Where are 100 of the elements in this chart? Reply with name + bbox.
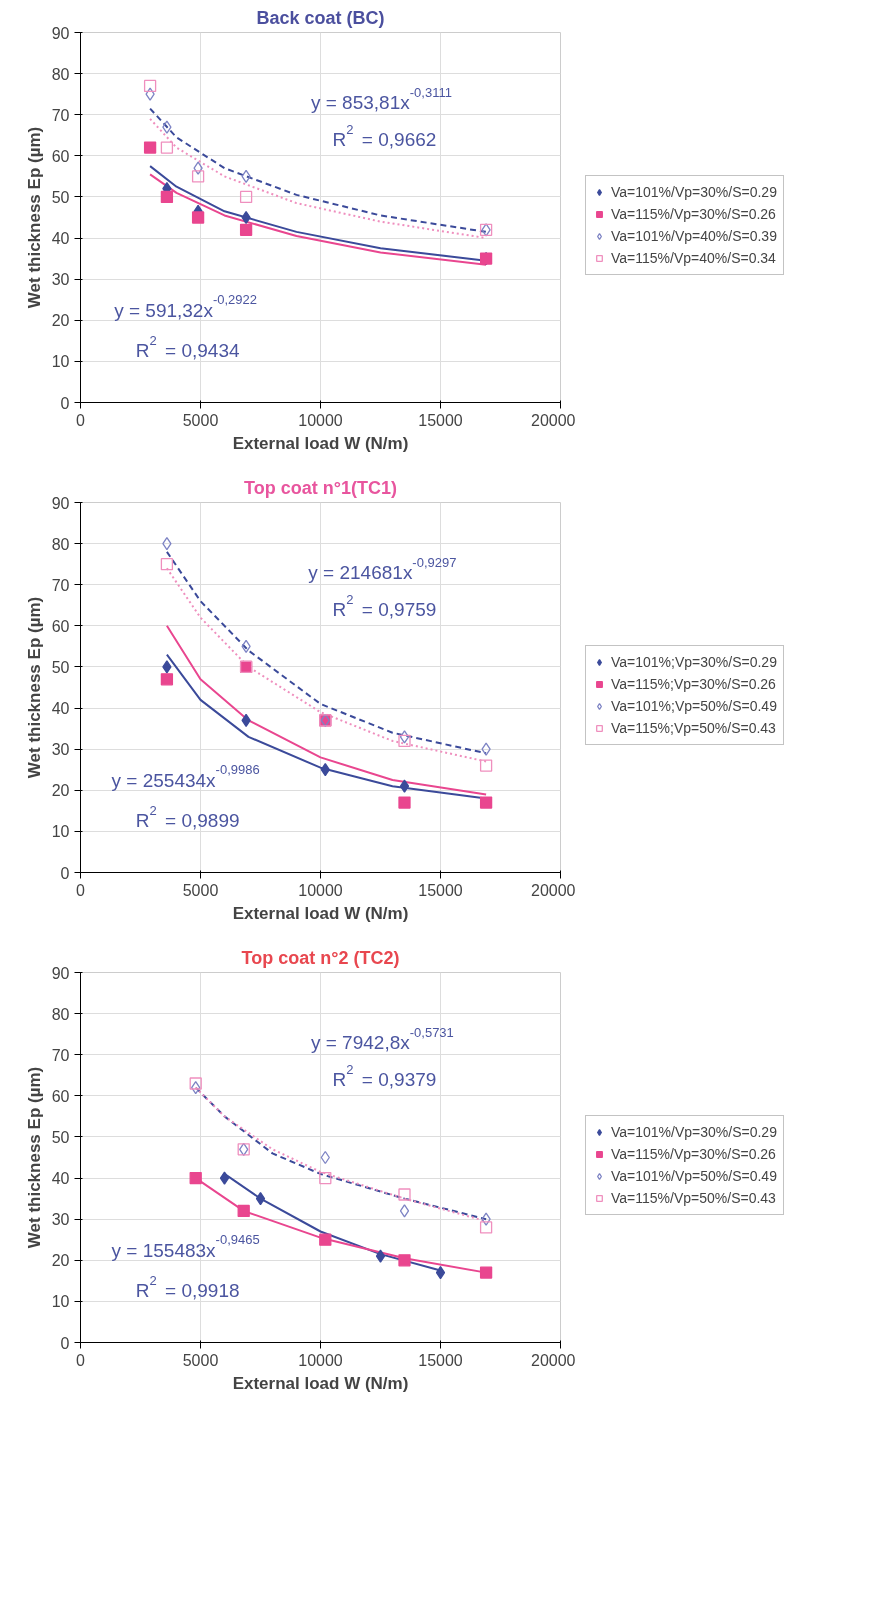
x-tick-label: 15000 (418, 881, 463, 899)
point (479, 1266, 493, 1279)
legend-label: Va=115%/Vp=50%/S=0.43 (611, 1189, 776, 1206)
point (399, 1204, 410, 1218)
legend-label: Va=101%;Vp=30%/S=0.29 (611, 653, 777, 670)
point (239, 223, 253, 236)
point (189, 1077, 202, 1090)
y-tick-label: 40 (51, 1170, 70, 1188)
point (237, 1204, 250, 1218)
legend-label: Va=115%;Vp=50%/S=0.43 (611, 719, 776, 736)
x-tick-label: 10000 (298, 1351, 343, 1369)
chart-title: Top coat n°2 (TC2) (241, 947, 400, 968)
y-tick-label: 90 (51, 964, 70, 982)
x-tick-label: 5000 (182, 411, 219, 429)
y-tick-label: 0 (60, 1334, 70, 1352)
y-tick-label: 70 (51, 576, 70, 594)
point (160, 673, 174, 686)
y-tick-label: 60 (51, 1087, 70, 1105)
x-tick-label: 5000 (182, 881, 219, 899)
point (398, 796, 411, 809)
x-axis-title: External load W (N/m) (232, 903, 409, 923)
point (160, 141, 174, 154)
point (145, 87, 155, 101)
point (160, 190, 174, 204)
x-tick-label: 0 (76, 411, 86, 429)
x-tick-label: 15000 (418, 411, 463, 429)
legend-label: Va=115%/Vp=30%/S=0.26 (611, 205, 776, 222)
legend-label: Va=115%/Vp=30%/S=0.26 (611, 1145, 776, 1162)
y-axis-title: Wet thickness Ep (µm) (24, 596, 44, 779)
point (399, 779, 410, 793)
point (219, 1171, 230, 1185)
point (319, 1171, 332, 1185)
y-tick-label: 40 (51, 230, 70, 248)
point (479, 1221, 493, 1234)
y-tick-label: 80 (51, 65, 70, 83)
y-axis-title: Wet thickness Ep (µm) (24, 126, 44, 309)
y-tick-label: 90 (51, 24, 70, 42)
point (193, 161, 203, 175)
point (435, 1265, 446, 1280)
legend-label: Va=101%/Vp=40%/S=0.39 (611, 227, 777, 244)
point (320, 763, 330, 777)
y-tick-label: 10 (51, 823, 70, 841)
y-tick-label: 50 (51, 188, 70, 206)
y-tick-label: 30 (51, 271, 70, 289)
point (189, 1171, 202, 1185)
legend-label: Va=115%/Vp=40%/S=0.34 (611, 249, 776, 266)
legend-label: Va=101%/Vp=30%/S=0.29 (611, 183, 777, 200)
point (191, 170, 205, 183)
x-tick-label: 0 (76, 881, 86, 899)
x-tick-label: 10000 (298, 881, 343, 899)
y-tick-label: 50 (51, 1128, 70, 1146)
x-tick-label: 10000 (298, 411, 343, 429)
y-tick-label: 80 (51, 1005, 70, 1023)
point (255, 1191, 266, 1206)
y-tick-label: 40 (51, 700, 70, 718)
x-axis-title: External load W (N/m) (232, 433, 409, 453)
x-tick-label: 0 (76, 1351, 86, 1369)
y-axis-title: Wet thickness Ep (µm) (24, 1066, 44, 1249)
point (398, 1188, 411, 1201)
y-tick-label: 60 (51, 617, 70, 635)
point (162, 120, 172, 134)
y-tick-label: 30 (51, 1211, 70, 1229)
point (481, 1212, 491, 1226)
point (239, 190, 253, 204)
legend-label: Va=101%/Vp=30%/S=0.29 (611, 1123, 777, 1140)
point (191, 211, 205, 224)
x-tick-label: 20000 (531, 881, 576, 899)
y-tick-label: 10 (51, 1293, 70, 1311)
y-tick-label: 0 (60, 864, 70, 882)
legend-label: Va=101%;Vp=50%/S=0.49 (611, 697, 777, 714)
x-tick-label: 5000 (182, 1351, 219, 1369)
y-tick-label: 30 (51, 741, 70, 759)
point (162, 660, 172, 674)
point (479, 796, 493, 809)
x-axis-title: External load W (N/m) (232, 1373, 409, 1393)
point (398, 734, 411, 748)
y-tick-label: 10 (51, 353, 70, 371)
x-tick-label: 20000 (531, 411, 576, 429)
point (398, 1254, 411, 1267)
point (481, 742, 491, 756)
y-tick-label: 20 (51, 782, 70, 800)
legend-label: Va=115%;Vp=30%/S=0.26 (611, 675, 776, 692)
point (143, 79, 157, 93)
x-tick-label: 20000 (531, 1351, 576, 1369)
legend-label: Va=101%/Vp=50%/S=0.49 (611, 1167, 777, 1184)
point (399, 730, 410, 744)
chart-title: Top coat n°1(TC1) (244, 477, 397, 498)
y-tick-label: 0 (60, 394, 70, 412)
y-tick-label: 20 (51, 1252, 70, 1270)
point (160, 558, 174, 571)
y-tick-label: 50 (51, 658, 70, 676)
x-tick-label: 15000 (418, 1351, 463, 1369)
y-tick-label: 20 (51, 312, 70, 330)
point (143, 141, 157, 154)
point (319, 1233, 332, 1246)
chart-title: Back coat (BC) (256, 7, 385, 28)
y-tick-label: 90 (51, 494, 70, 512)
y-tick-label: 70 (51, 1046, 70, 1064)
y-tick-label: 70 (51, 106, 70, 124)
y-tick-label: 80 (51, 535, 70, 553)
